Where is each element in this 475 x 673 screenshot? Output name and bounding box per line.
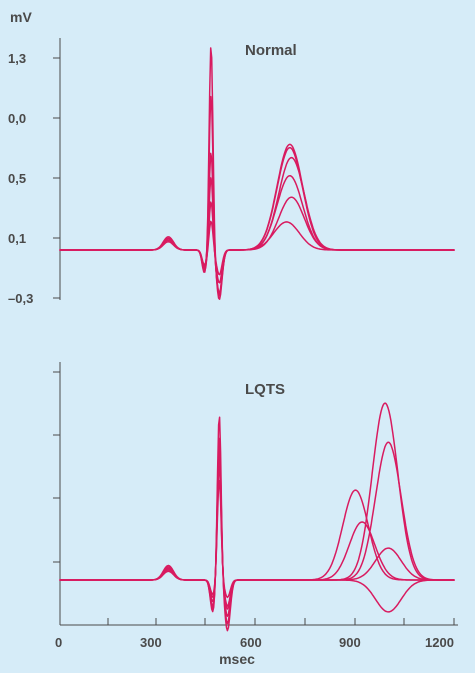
ecg-trace-6 <box>59 479 455 613</box>
normal-y-tick-label: 1,3 <box>8 51 26 66</box>
normal-y-ticks <box>53 57 60 299</box>
x-tick-label: 0 <box>55 635 62 650</box>
lqts-panel-title: LQTS <box>245 381 285 398</box>
normal-panel-title: Normal <box>245 42 297 59</box>
ecg-trace-6 <box>59 220 455 276</box>
ecg-trace-1 <box>59 402 455 632</box>
x-tick-label: 300 <box>140 635 162 650</box>
normal-y-tick-label: 0,1 <box>8 231 26 246</box>
ecg-trace-4 <box>59 175 455 294</box>
y-axis-unit-label: mV <box>10 9 32 25</box>
ecg-trace-2 <box>59 95 455 297</box>
ecg-trace-4 <box>59 454 455 610</box>
x-tick-label: 600 <box>240 635 262 650</box>
normal-traces <box>59 47 455 300</box>
normal-y-tick-label: –0,3 <box>8 291 33 306</box>
normal-y-tick-label: 0,0 <box>8 111 26 126</box>
ecg-trace-5 <box>59 196 455 284</box>
x-axis-unit-label: msec <box>219 651 255 667</box>
lqts-x-ticks <box>59 618 455 625</box>
ecg-trace-1 <box>59 47 455 300</box>
x-tick-label: 1200 <box>425 635 454 650</box>
ecg-trace-5 <box>59 465 455 607</box>
normal-y-tick-label: 0,5 <box>8 171 26 186</box>
x-tick-label: 900 <box>339 635 361 650</box>
ecg-trace-3 <box>59 152 455 295</box>
lqts-traces <box>59 402 455 632</box>
ecg-trace-3 <box>59 444 455 617</box>
lqts-y-ticks <box>53 371 60 563</box>
ecg-trace-2 <box>59 437 455 625</box>
